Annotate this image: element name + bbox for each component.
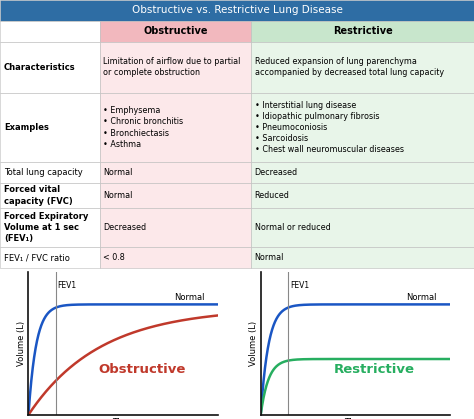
Text: • Interstitial lung disease
• Idiopathic pulmonary fibrosis
• Pneumoconiosis
• S: • Interstitial lung disease • Idiopathic… bbox=[255, 101, 403, 154]
Text: Obstructive: Obstructive bbox=[143, 26, 208, 36]
Bar bbox=[100, 93, 251, 163]
Bar bbox=[0, 93, 100, 163]
Text: Characteristics: Characteristics bbox=[4, 62, 75, 72]
Bar bbox=[251, 93, 474, 163]
Text: Normal: Normal bbox=[103, 191, 132, 200]
Bar bbox=[100, 208, 251, 247]
Text: Normal or reduced: Normal or reduced bbox=[255, 223, 330, 232]
Text: • Emphysema
• Chronic bronchitis
• Bronchiectasis
• Asthma: • Emphysema • Chronic bronchitis • Bronc… bbox=[103, 106, 183, 149]
Bar bbox=[100, 21, 251, 41]
Bar bbox=[0, 41, 100, 93]
Text: Obstructive: Obstructive bbox=[99, 363, 186, 376]
Bar bbox=[0, 163, 100, 183]
Text: Normal: Normal bbox=[255, 253, 284, 262]
Text: FEV1: FEV1 bbox=[58, 281, 77, 290]
Bar bbox=[100, 247, 251, 268]
Bar bbox=[0, 208, 100, 247]
Text: Decreased: Decreased bbox=[255, 168, 298, 177]
Text: FEV₁ / FVC ratio: FEV₁ / FVC ratio bbox=[4, 253, 70, 262]
Text: Normal: Normal bbox=[174, 292, 204, 302]
Text: Reduced expansion of lung parenchyma
accompanied by decreased total lung capacit: Reduced expansion of lung parenchyma acc… bbox=[255, 57, 444, 77]
Bar bbox=[0, 21, 100, 41]
Bar bbox=[0, 247, 100, 268]
Text: Normal: Normal bbox=[103, 168, 132, 177]
Bar bbox=[251, 41, 474, 93]
Text: Restrictive: Restrictive bbox=[333, 26, 392, 36]
X-axis label: Time: Time bbox=[345, 418, 366, 419]
Bar bbox=[100, 41, 251, 93]
Y-axis label: Volume (L): Volume (L) bbox=[249, 321, 258, 366]
Text: Forced Expiratory
Volume at 1 sec
(FEV₁): Forced Expiratory Volume at 1 sec (FEV₁) bbox=[4, 212, 88, 243]
Text: Limitation of airflow due to partial
or complete obstruction: Limitation of airflow due to partial or … bbox=[103, 57, 240, 77]
X-axis label: Time: Time bbox=[112, 418, 134, 419]
Text: Total lung capacity: Total lung capacity bbox=[4, 168, 82, 177]
Bar bbox=[251, 163, 474, 183]
Text: Obstructive vs. Restrictive Lung Disease: Obstructive vs. Restrictive Lung Disease bbox=[132, 5, 342, 16]
Text: Normal: Normal bbox=[406, 292, 437, 302]
Text: < 0.8: < 0.8 bbox=[103, 253, 125, 262]
Text: Reduced: Reduced bbox=[255, 191, 290, 200]
Bar bbox=[251, 247, 474, 268]
Bar bbox=[0, 0, 474, 21]
Text: Examples: Examples bbox=[4, 123, 49, 132]
Bar bbox=[251, 183, 474, 208]
Bar bbox=[251, 208, 474, 247]
Bar bbox=[0, 183, 100, 208]
Bar bbox=[251, 21, 474, 41]
Y-axis label: Volume (L): Volume (L) bbox=[17, 321, 26, 366]
Text: Restrictive: Restrictive bbox=[334, 363, 415, 376]
Text: Decreased: Decreased bbox=[103, 223, 146, 232]
Text: FEV1: FEV1 bbox=[290, 281, 309, 290]
Bar bbox=[100, 163, 251, 183]
Bar bbox=[100, 183, 251, 208]
Text: Forced vital
capacity (FVC): Forced vital capacity (FVC) bbox=[4, 185, 73, 205]
